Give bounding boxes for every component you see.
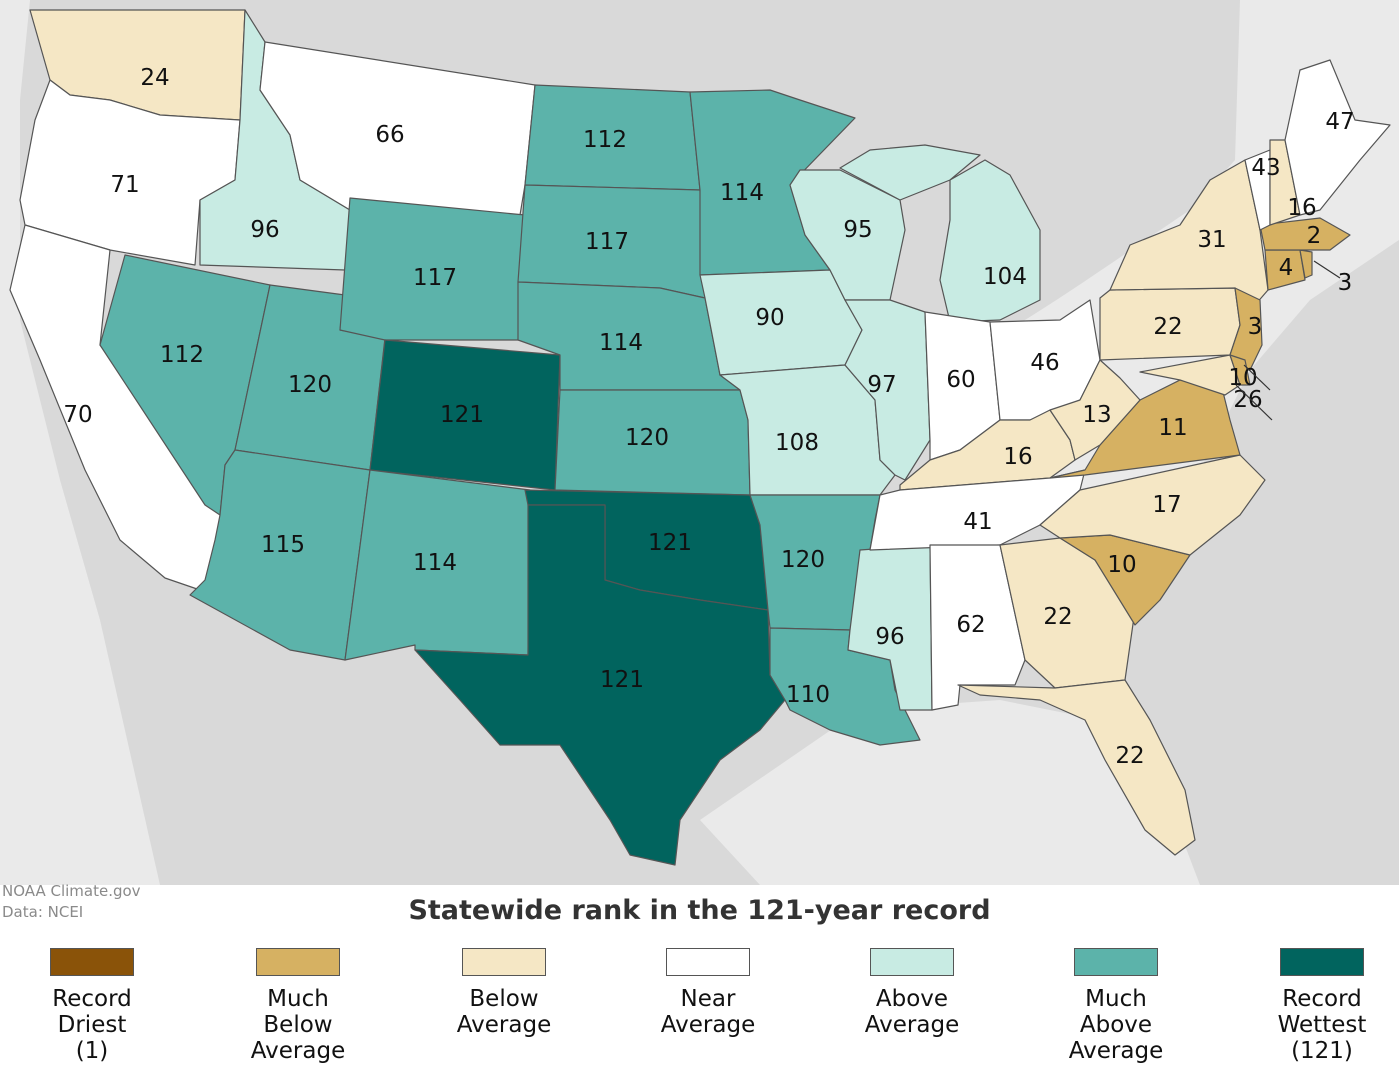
- rank-label-wi: 95: [843, 217, 872, 243]
- state-md: [1139, 354, 1241, 396]
- rank-label-co: 121: [440, 402, 484, 428]
- state-nc: [1039, 454, 1266, 556]
- legend-label: Much Above Average: [1068, 986, 1164, 1064]
- legend-label: Much Below Average: [250, 986, 346, 1064]
- rank-label-ga: 22: [1043, 604, 1072, 630]
- legend-label: Record Driest (1): [52, 986, 132, 1064]
- rank-label-ms: 96: [875, 624, 904, 650]
- leader-lines: [1235, 260, 1341, 421]
- legend-label: Above Average: [864, 986, 960, 1038]
- rank-label-mo: 108: [775, 430, 819, 456]
- rank-label-wy: 117: [413, 265, 457, 291]
- rank-label-mn: 114: [720, 180, 764, 206]
- state-de: [1229, 354, 1251, 386]
- legend-label: Record Wettest (121): [1277, 986, 1367, 1064]
- legend-item: Record Wettest (121): [1237, 948, 1399, 1064]
- rank-label-sc: 10: [1107, 552, 1136, 578]
- rank-label-oh: 46: [1030, 350, 1059, 376]
- legend-swatch: [666, 948, 750, 976]
- rank-label-in: 60: [946, 367, 975, 393]
- rank-label-wv: 13: [1082, 402, 1111, 428]
- legend-item: Record Driest (1): [7, 948, 177, 1064]
- rank-label-tx: 121: [600, 667, 644, 693]
- rank-label-tn: 41: [963, 509, 992, 535]
- rank-label-nj: 3: [1248, 314, 1263, 340]
- rank-label-ct: 4: [1279, 255, 1294, 281]
- state-mi: [839, 144, 1041, 323]
- rank-label-id: 96: [250, 217, 279, 243]
- rank-label-or: 71: [110, 172, 139, 198]
- precipitation-rank-map: 24 71 70 96 66 112 120 115 117 121 114 112 117 114 120…: [0, 0, 1399, 885]
- legend-title: Statewide rank in the 121-year record: [408, 895, 991, 926]
- rank-label-il: 97: [867, 372, 896, 398]
- rank-label-la: 110: [786, 682, 830, 708]
- rank-label-wa: 24: [140, 65, 169, 91]
- legend-swatch: [1074, 948, 1158, 976]
- state-wv: [1049, 359, 1141, 461]
- legend-item: Much Below Average: [213, 948, 383, 1064]
- rank-label-nm: 114: [413, 550, 457, 576]
- rank-label-va: 11: [1158, 415, 1187, 441]
- rank-label-ia: 90: [755, 305, 784, 331]
- rank-label-ca: 70: [63, 402, 92, 428]
- rank-label-me: 47: [1325, 109, 1354, 135]
- rank-label-ok: 121: [648, 530, 692, 556]
- rank-label-ky: 16: [1003, 444, 1032, 470]
- rank-label-pa: 22: [1153, 314, 1182, 340]
- rank-label-nd: 112: [583, 127, 627, 153]
- rank-label-ut: 120: [288, 372, 332, 398]
- legend-label: Near Average: [660, 986, 756, 1038]
- rank-label-ks: 120: [625, 425, 669, 451]
- rank-label-mt: 66: [375, 122, 404, 148]
- credit-line-1: NOAA Climate.gov: [2, 882, 141, 900]
- rank-label-vt: 43: [1251, 155, 1280, 181]
- rank-label-md: 26: [1233, 387, 1262, 413]
- rank-label-ny: 31: [1197, 227, 1226, 253]
- states-layer: [9, 9, 1391, 866]
- rank-label-nc: 17: [1152, 492, 1181, 518]
- credit-line-2: Data: NCEI: [2, 903, 84, 921]
- rank-label-de: 10: [1228, 365, 1257, 391]
- legend-item: Much Above Average: [1031, 948, 1201, 1064]
- legend-swatch: [256, 948, 340, 976]
- legend-swatch: [1280, 948, 1364, 976]
- rank-label-ma: 2: [1307, 223, 1322, 249]
- rank-label-mi: 104: [983, 264, 1027, 290]
- legend-item: Above Average: [827, 948, 997, 1038]
- legend-item: Below Average: [419, 948, 589, 1038]
- state-wy: [339, 197, 526, 341]
- rank-label-ne: 114: [599, 330, 643, 356]
- rank-label-az: 115: [261, 532, 305, 558]
- legend-item: Near Average: [623, 948, 793, 1038]
- legend-swatch: [50, 948, 134, 976]
- state-tx: [414, 504, 786, 866]
- gulf-of-mexico: [700, 700, 1200, 885]
- state-ri: [1299, 249, 1313, 279]
- state-ma: [1259, 217, 1351, 251]
- rank-label-nh: 16: [1287, 195, 1316, 221]
- state-fl: [957, 679, 1196, 856]
- state-il: [844, 299, 931, 481]
- legend-swatch: [462, 948, 546, 976]
- rank-label-sd: 117: [585, 229, 629, 255]
- state-me: [1284, 59, 1391, 216]
- pacific-ocean: [0, 0, 160, 885]
- rank-label-ri: 3: [1338, 270, 1353, 296]
- rank-label-ar: 120: [781, 547, 825, 573]
- rank-label-al: 62: [956, 612, 985, 638]
- legend-label: Below Average: [456, 986, 552, 1038]
- rank-label-nv: 112: [160, 342, 204, 368]
- rank-label-fl: 22: [1115, 743, 1144, 769]
- us-map-svg: 2471709666112120115117121114112117114120…: [0, 0, 1399, 885]
- legend-swatch: [870, 948, 954, 976]
- labels-layer: 2471709666112120115117121114112117114120…: [63, 65, 1354, 769]
